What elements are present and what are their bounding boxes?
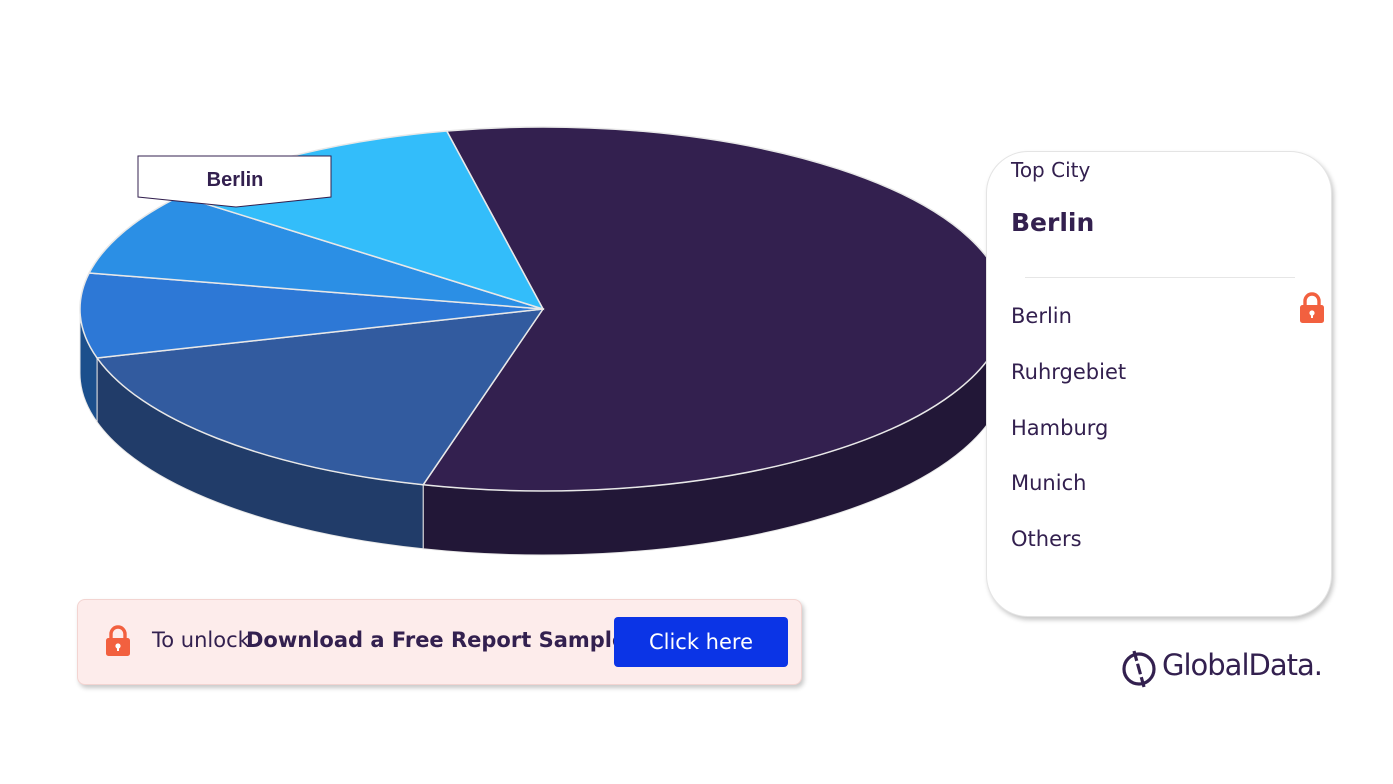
legend-item-others: Others [1011, 527, 1082, 552]
brand-name: GlobalData. [1162, 648, 1323, 682]
pie-slice-hamburg[interactable] [79, 272, 544, 359]
legend-divider [1025, 277, 1295, 278]
legend-list: Berlin Ruhrgebiet Hamburg Munich Others [1011, 300, 1126, 579]
legend-card: Top City Berlin Berlin Ruhrgebiet Hambur… [986, 151, 1332, 617]
lock-icon [106, 625, 130, 656]
callout-label: Berlin [207, 169, 264, 191]
legend-top-label: Top City [1011, 158, 1091, 182]
berlin-callout: Berlin [137, 155, 332, 208]
legend-top-value: Berlin [1011, 208, 1095, 237]
unlock-cta-text: Download a Free Report Sample [246, 628, 627, 652]
unlock-banner: To unlock Download a Free Report Sample … [77, 599, 802, 685]
pie-slice-ruhrgebiet[interactable] [95, 308, 545, 486]
unlock-prefix-text: To unlock [152, 628, 250, 652]
legend-item-ruhrgebiet: Ruhrgebiet [1011, 359, 1127, 384]
globaldata-logo[interactable]: GlobalData. [1120, 646, 1335, 690]
callout-box [137, 155, 332, 208]
legend-item-hamburg: Hamburg [1011, 415, 1109, 440]
lock-icon[interactable] [1298, 292, 1326, 324]
click-here-button[interactable]: Click here [614, 617, 788, 667]
pie-tops [79, 126, 1007, 492]
globaldata-logo-icon [1122, 650, 1156, 688]
legend-item-berlin: Berlin [1011, 304, 1072, 328]
legend-item-munich: Munich [1011, 471, 1087, 496]
